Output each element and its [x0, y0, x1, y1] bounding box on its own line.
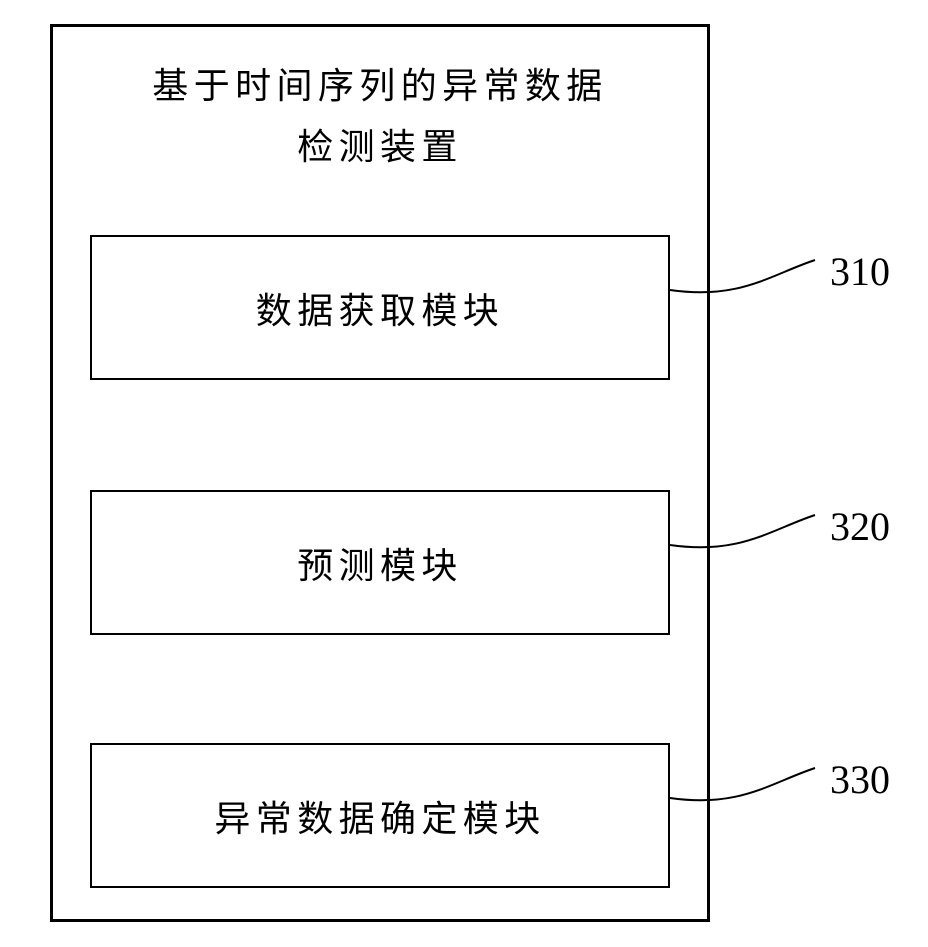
connector-310: [660, 250, 825, 310]
connector-330: [660, 758, 825, 818]
title-line-2: 检测装置: [297, 127, 463, 167]
module-data-acquisition: 数据获取模块: [90, 235, 670, 380]
module-label: 异常数据确定模块: [214, 790, 545, 842]
module-label: 预测模块: [297, 537, 463, 589]
diagram-title: 基于时间序列的异常数据 检测装置: [50, 56, 710, 178]
title-line-1: 基于时间序列的异常数据: [152, 66, 607, 106]
ref-label-310: 310: [830, 248, 890, 295]
module-anomaly-determination: 异常数据确定模块: [90, 743, 670, 888]
ref-label-320: 320: [830, 503, 890, 550]
module-prediction: 预测模块: [90, 490, 670, 635]
ref-label-330: 330: [830, 756, 890, 803]
module-label: 数据获取模块: [256, 282, 504, 334]
connector-320: [660, 505, 825, 565]
